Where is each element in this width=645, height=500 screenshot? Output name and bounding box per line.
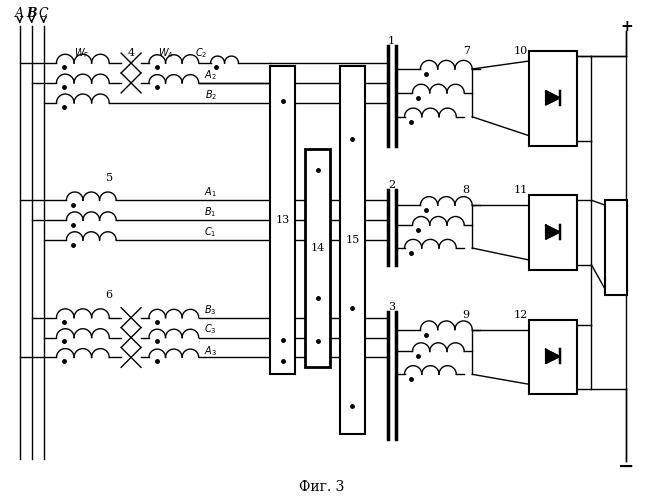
Text: $C_2$: $C_2$ xyxy=(195,46,207,60)
Text: C: C xyxy=(39,7,48,20)
Text: 4: 4 xyxy=(128,48,135,58)
Text: $W_\Gamma$: $W_\Gamma$ xyxy=(74,46,89,60)
Text: $A_2$: $A_2$ xyxy=(204,68,217,82)
Text: 6: 6 xyxy=(106,290,113,300)
Text: 3: 3 xyxy=(388,302,395,312)
Text: $C_3$: $C_3$ xyxy=(204,322,217,336)
Bar xyxy=(270,66,295,374)
Polygon shape xyxy=(546,225,560,239)
Text: 7: 7 xyxy=(462,46,470,56)
Text: B: B xyxy=(26,7,37,20)
Bar xyxy=(305,148,330,368)
Text: $B_3$: $B_3$ xyxy=(204,303,217,316)
Text: +: + xyxy=(620,18,633,34)
Text: 11: 11 xyxy=(514,186,528,196)
Text: 8: 8 xyxy=(462,186,470,196)
Text: 13: 13 xyxy=(275,215,290,225)
Text: 12: 12 xyxy=(514,310,528,320)
Text: 10: 10 xyxy=(514,46,528,56)
Text: −: − xyxy=(618,458,635,476)
Bar xyxy=(529,51,577,146)
Text: 15: 15 xyxy=(345,235,359,245)
Polygon shape xyxy=(546,350,560,364)
Bar xyxy=(340,66,365,434)
Bar xyxy=(606,200,628,294)
Text: A: A xyxy=(15,7,25,20)
Text: 9: 9 xyxy=(462,310,470,320)
Text: $W_4$: $W_4$ xyxy=(158,46,174,60)
Text: $B_1$: $B_1$ xyxy=(204,206,217,219)
Text: $A_1$: $A_1$ xyxy=(204,186,217,199)
Text: 5: 5 xyxy=(106,174,113,184)
Text: 2: 2 xyxy=(388,180,395,190)
Text: Фиг. 3: Фиг. 3 xyxy=(299,480,344,494)
Text: $C_1$: $C_1$ xyxy=(204,225,217,239)
Text: $B_2$: $B_2$ xyxy=(204,88,217,102)
Bar xyxy=(529,320,577,394)
Text: 14: 14 xyxy=(310,243,324,253)
Polygon shape xyxy=(546,91,560,105)
Text: $A_3$: $A_3$ xyxy=(204,344,217,358)
Bar xyxy=(529,196,577,270)
Text: 1: 1 xyxy=(388,36,395,46)
